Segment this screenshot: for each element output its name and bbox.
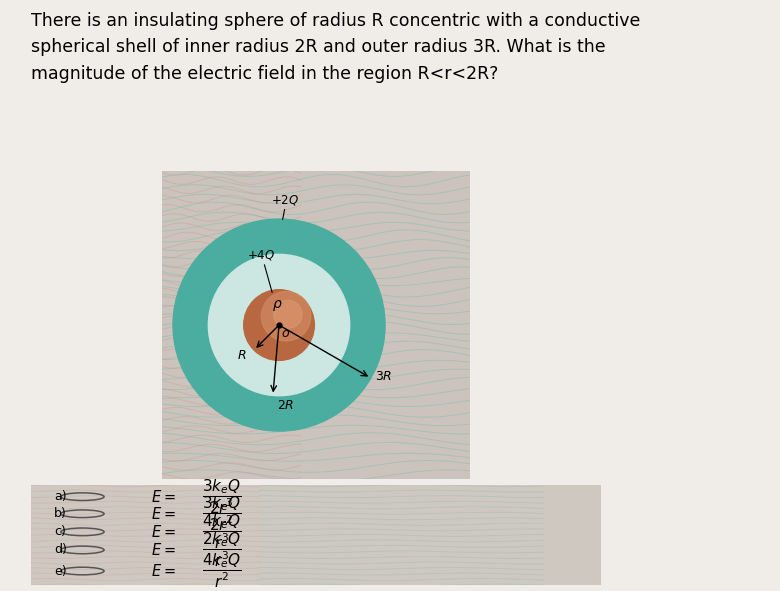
Circle shape — [274, 300, 302, 329]
Text: $\rho$: $\rho$ — [272, 298, 283, 313]
Circle shape — [261, 291, 310, 341]
Text: $\dfrac{3k_eQ}{2r^3}$: $\dfrac{3k_eQ}{2r^3}$ — [202, 478, 242, 516]
Text: $\dfrac{2k_eQ}{r^3}$: $\dfrac{2k_eQ}{r^3}$ — [202, 531, 242, 569]
Text: $R$: $R$ — [237, 349, 246, 362]
Text: $\dfrac{3k_eQ}{2r^2}$: $\dfrac{3k_eQ}{2r^2}$ — [202, 495, 242, 533]
Text: c): c) — [54, 525, 66, 538]
Circle shape — [173, 219, 385, 431]
Text: $E=$: $E=$ — [151, 506, 176, 522]
Text: There is an insulating sphere of radius R concentric with a conductive
spherical: There is an insulating sphere of radius … — [31, 12, 640, 83]
Text: d): d) — [54, 544, 67, 556]
Text: $\dfrac{4k_eQ}{r^2}$: $\dfrac{4k_eQ}{r^2}$ — [202, 552, 242, 590]
Circle shape — [243, 290, 314, 361]
Text: b): b) — [54, 507, 67, 520]
Text: $E=$: $E=$ — [151, 524, 176, 540]
Text: $3R$: $3R$ — [375, 370, 392, 383]
Text: $\dfrac{4k_eQ}{r^3}$: $\dfrac{4k_eQ}{r^3}$ — [202, 513, 242, 551]
Text: a): a) — [54, 490, 66, 503]
Circle shape — [208, 254, 349, 396]
Text: $E=$: $E=$ — [151, 489, 176, 505]
Text: $2R$: $2R$ — [278, 398, 295, 411]
Text: $o$: $o$ — [282, 327, 291, 340]
Text: e): e) — [54, 564, 66, 577]
Text: $+4Q$: $+4Q$ — [246, 248, 275, 262]
Text: $E=$: $E=$ — [151, 563, 176, 579]
Text: $+2Q$: $+2Q$ — [271, 193, 300, 207]
Text: $E=$: $E=$ — [151, 542, 176, 558]
